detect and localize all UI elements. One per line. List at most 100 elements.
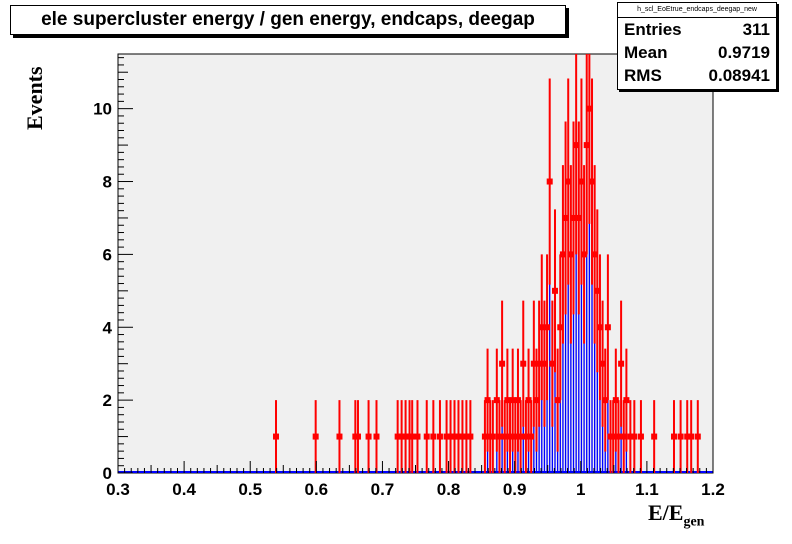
histogram-bar (572, 217, 575, 473)
data-point (694, 433, 701, 440)
data-point (570, 214, 577, 221)
data-point (455, 433, 462, 440)
data-point (336, 433, 343, 440)
histogram-bar (567, 181, 569, 474)
data-point (620, 433, 627, 440)
data-point (522, 433, 529, 440)
stats-rms-label: RMS (624, 66, 662, 85)
x-tick-label: 0.7 (371, 480, 395, 499)
data-point (484, 397, 491, 404)
stats-entries-label: Entries (624, 20, 682, 39)
y-tick-label: 4 (103, 318, 113, 337)
data-point (373, 433, 380, 440)
data-point (414, 433, 421, 440)
data-point (551, 287, 558, 294)
data-point (610, 433, 617, 440)
data-point (463, 433, 470, 440)
data-point (589, 178, 596, 185)
y-axis-label: Events (22, 66, 47, 130)
data-point (567, 251, 574, 258)
data-point (596, 324, 603, 331)
histogram-bar (562, 254, 564, 473)
histogram-bar (594, 254, 596, 473)
histogram-bar (596, 290, 598, 473)
stats-row-rms: RMS 0.08941 (618, 64, 776, 87)
y-tick-label: 10 (93, 100, 112, 119)
stats-row-entries: Entries 311 (618, 18, 776, 41)
data-point (451, 433, 458, 440)
y-tick-label: 6 (103, 245, 112, 264)
data-point (533, 397, 540, 404)
data-point (575, 214, 582, 221)
data-point (599, 360, 606, 367)
y-tick-label: 8 (103, 173, 112, 192)
data-point (507, 433, 514, 440)
data-point (541, 360, 548, 367)
data-point (615, 433, 622, 440)
data-point (602, 397, 609, 404)
data-point (546, 178, 553, 185)
data-point (631, 433, 638, 440)
stats-entries-value: 311 (742, 20, 770, 39)
data-point (623, 397, 630, 404)
axes: 0.3 0.4 0.5 0.6 0.7 0.8 0.9 1 1.1 1.2 0 2 4 6 8 10 (93, 57, 725, 499)
data-point (559, 251, 566, 258)
histogram-bar (564, 217, 567, 473)
data-point (536, 360, 543, 367)
data-point (670, 433, 677, 440)
data-point (578, 178, 585, 185)
stats-mean-value: 0.9719 (718, 43, 770, 62)
data-point (557, 324, 564, 331)
histogram-bar (554, 290, 556, 473)
data-point (512, 433, 519, 440)
data-point (493, 397, 500, 404)
data-point (651, 433, 658, 440)
data-point (517, 433, 524, 440)
stats-row-mean: Mean 0.9719 (618, 41, 776, 64)
data-point (544, 324, 551, 331)
data-point (573, 142, 580, 149)
data-point (562, 214, 569, 221)
data-point (312, 433, 319, 440)
x-axis-label: E/Egen (648, 500, 704, 530)
data-point (394, 433, 401, 440)
data-point (501, 433, 508, 440)
histogram-bar (583, 254, 585, 473)
x-tick-label: 0.6 (305, 480, 329, 499)
data-point (273, 433, 280, 440)
data-point (612, 397, 619, 404)
y-tick-label: 2 (103, 391, 112, 410)
histogram-bar (586, 145, 588, 473)
data-point (586, 105, 593, 112)
data-point (525, 397, 532, 404)
x-tick-label: 0.4 (172, 480, 196, 499)
data-point (538, 324, 545, 331)
x-tick-label: 0.5 (238, 480, 262, 499)
data-point (504, 397, 511, 404)
data-point (591, 251, 598, 258)
data-point (354, 433, 361, 440)
data-point (581, 251, 588, 258)
data-point (554, 397, 561, 404)
data-point (549, 360, 556, 367)
data-point (423, 433, 430, 440)
x-tick-label: 0.3 (106, 480, 130, 499)
stats-box: h_scl_EoEtrue_endcaps_deegap_new Entries… (617, 2, 777, 90)
data-point (528, 433, 535, 440)
histogram-bar (588, 108, 591, 474)
data-point (530, 360, 537, 367)
data-point (514, 397, 521, 404)
data-point (496, 433, 503, 440)
x-tick-label: 1.1 (635, 480, 659, 499)
data-point (467, 433, 474, 440)
data-point (398, 433, 405, 440)
histogram-bar (575, 145, 577, 473)
x-axis-label-sub: gen (683, 514, 705, 530)
stats-histogram-name: h_scl_EoEtrue_endcaps_deegap_new (618, 3, 776, 18)
y-tick-label: 0 (103, 464, 112, 483)
data-point (684, 433, 691, 440)
x-tick-label: 0.9 (503, 480, 527, 499)
data-point (520, 360, 527, 367)
data-point (365, 433, 372, 440)
